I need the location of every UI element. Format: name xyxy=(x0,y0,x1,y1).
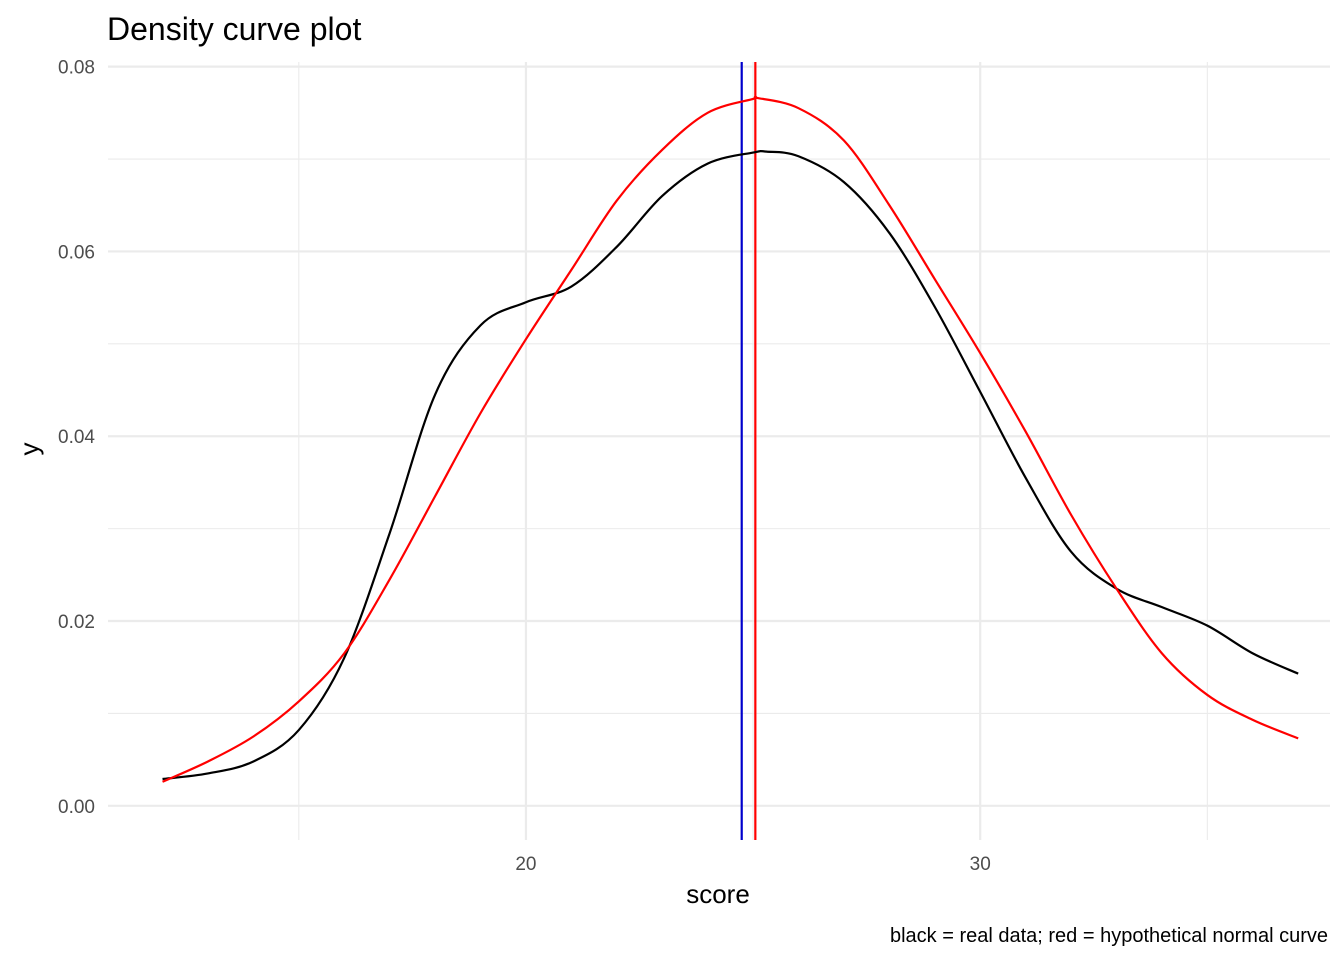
grid xyxy=(108,62,1330,840)
x-tick-label: 20 xyxy=(515,854,536,875)
chart-title: Density curve plot xyxy=(107,11,361,47)
x-axis-ticks: 20 30 xyxy=(515,854,990,875)
y-tick-label: 0.02 xyxy=(58,612,95,633)
y-axis-ticks: 0.00 0.02 0.04 0.06 0.08 xyxy=(58,58,95,818)
x-tick-label: 30 xyxy=(970,854,991,875)
y-tick-label: 0.04 xyxy=(58,427,95,448)
y-tick-label: 0.06 xyxy=(58,242,95,263)
density-curve xyxy=(162,150,1299,781)
y-tick-label: 0.08 xyxy=(58,58,95,79)
y-axis-title: y xyxy=(14,443,44,456)
density-curve xyxy=(162,95,1299,783)
reference-lines xyxy=(740,62,757,840)
y-tick-label: 0.00 xyxy=(58,797,95,818)
density-curves xyxy=(162,95,1299,783)
chart-caption: black = real data; red = hypothetical no… xyxy=(890,925,1328,947)
x-axis-title: score xyxy=(686,879,750,909)
